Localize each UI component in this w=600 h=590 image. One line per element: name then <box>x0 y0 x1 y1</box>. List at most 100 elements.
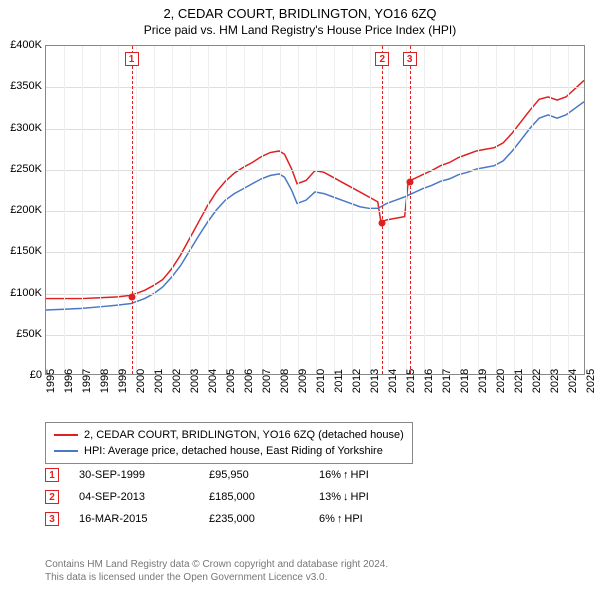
x-tick-label: 2019 <box>477 369 489 393</box>
grid-line-v <box>316 46 317 374</box>
legend: 2, CEDAR COURT, BRIDLINGTON, YO16 6ZQ (d… <box>45 422 413 464</box>
y-tick-label: £400K <box>10 39 42 51</box>
event-delta-label: HPI <box>344 513 362 525</box>
x-tick-label: 2006 <box>243 369 255 393</box>
grid-line-v <box>352 46 353 374</box>
event-row: 3 16-MAR-2015 £235,000 6% HPI <box>45 512 585 526</box>
events-table: 1 30-SEP-1999 £95,950 16% HPI 2 04-SEP-2013 £1… <box>45 468 585 534</box>
event-date: 30-SEP-1999 <box>79 469 189 481</box>
attribution: Contains HM Land Registry data © Crown c… <box>45 558 388 584</box>
event-price: £185,000 <box>209 491 299 503</box>
legend-item: 2, CEDAR COURT, BRIDLINGTON, YO16 6ZQ (d… <box>54 427 404 443</box>
grid-line-v <box>298 46 299 374</box>
event-badge: 1 <box>45 468 59 482</box>
marker-line <box>410 46 411 374</box>
event-price: £95,950 <box>209 469 299 481</box>
x-tick-label: 2002 <box>171 369 183 393</box>
marker-dot <box>406 179 413 186</box>
event-delta: 6% HPI <box>319 513 409 525</box>
x-tick-label: 1999 <box>117 369 129 393</box>
x-tick-label: 2020 <box>495 369 507 393</box>
grid-line-v <box>388 46 389 374</box>
grid-line-v <box>100 46 101 374</box>
grid-line-h <box>46 211 584 212</box>
grid-line-h <box>46 335 584 336</box>
y-tick-label: £0 <box>30 369 42 381</box>
arrow-up-icon <box>337 513 343 525</box>
plot-area: 123 <box>45 45 585 375</box>
x-tick-label: 2007 <box>261 369 273 393</box>
grid-line-v <box>568 46 569 374</box>
marker-line <box>132 46 133 374</box>
grid-line-h <box>46 87 584 88</box>
grid-line-v <box>406 46 407 374</box>
event-badge: 2 <box>45 490 59 504</box>
x-tick-label: 2005 <box>225 369 237 393</box>
event-delta-value: 6% <box>319 513 335 525</box>
series-line-hpi <box>46 102 584 310</box>
x-tick-label: 2017 <box>441 369 453 393</box>
event-date: 16-MAR-2015 <box>79 513 189 525</box>
grid-line-v <box>244 46 245 374</box>
y-tick-label: £200K <box>10 204 42 216</box>
x-tick-label: 2018 <box>459 369 471 393</box>
grid-line-h <box>46 252 584 253</box>
y-tick-label: £50K <box>16 328 42 340</box>
event-date: 04-SEP-2013 <box>79 491 189 503</box>
event-badge: 3 <box>45 512 59 526</box>
x-tick-label: 2012 <box>351 369 363 393</box>
event-delta-value: 16% <box>319 469 341 481</box>
grid-line-v <box>118 46 119 374</box>
chart-container: 2, CEDAR COURT, BRIDLINGTON, YO16 6ZQ Pr… <box>0 0 600 590</box>
grid-line-v <box>478 46 479 374</box>
grid-line-v <box>442 46 443 374</box>
legend-swatch <box>54 450 78 452</box>
y-tick-label: £100K <box>10 287 42 299</box>
grid-line-h <box>46 170 584 171</box>
chart-subtitle: Price paid vs. HM Land Registry's House … <box>0 21 600 41</box>
x-tick-label: 2024 <box>567 369 579 393</box>
grid-line-h <box>46 294 584 295</box>
grid-line-v <box>226 46 227 374</box>
chart-lines-svg <box>46 46 584 374</box>
x-tick-label: 2001 <box>153 369 165 393</box>
grid-line-v <box>172 46 173 374</box>
grid-line-v <box>82 46 83 374</box>
x-tick-label: 2003 <box>189 369 201 393</box>
arrow-up-icon <box>343 469 349 481</box>
attribution-line1: Contains HM Land Registry data © Crown c… <box>45 558 388 571</box>
chart-title: 2, CEDAR COURT, BRIDLINGTON, YO16 6ZQ <box>0 0 600 21</box>
x-tick-label: 2014 <box>387 369 399 393</box>
legend-swatch <box>54 434 78 436</box>
marker-badge: 3 <box>403 52 417 66</box>
grid-line-v <box>514 46 515 374</box>
x-tick-label: 2016 <box>423 369 435 393</box>
marker-badge: 2 <box>375 52 389 66</box>
x-tick-label: 2004 <box>207 369 219 393</box>
x-tick-label: 2023 <box>549 369 561 393</box>
grid-line-v <box>496 46 497 374</box>
attribution-line2: This data is licensed under the Open Gov… <box>45 571 388 584</box>
event-row: 1 30-SEP-1999 £95,950 16% HPI <box>45 468 585 482</box>
grid-line-v <box>550 46 551 374</box>
arrow-down-icon <box>343 491 349 503</box>
legend-label: 2, CEDAR COURT, BRIDLINGTON, YO16 6ZQ (d… <box>84 427 404 443</box>
grid-line-v <box>64 46 65 374</box>
y-tick-label: £300K <box>10 122 42 134</box>
x-tick-label: 2015 <box>405 369 417 393</box>
x-tick-label: 2025 <box>585 369 597 393</box>
y-tick-label: £350K <box>10 80 42 92</box>
event-row: 204-SEP-2013£185,00013% HPI <box>45 490 585 504</box>
legend-label: HPI: Average price, detached house, East… <box>84 443 383 459</box>
event-delta: 16% HPI <box>319 469 409 481</box>
event-delta-label: HPI <box>351 469 369 481</box>
marker-dot <box>379 220 386 227</box>
x-tick-label: 1995 <box>45 369 57 393</box>
grid-line-v <box>334 46 335 374</box>
grid-line-v <box>262 46 263 374</box>
grid-line-v <box>460 46 461 374</box>
x-tick-label: 2009 <box>297 369 309 393</box>
event-price: £235,000 <box>209 513 299 525</box>
x-tick-label: 2000 <box>135 369 147 393</box>
x-tick-label: 1998 <box>99 369 111 393</box>
